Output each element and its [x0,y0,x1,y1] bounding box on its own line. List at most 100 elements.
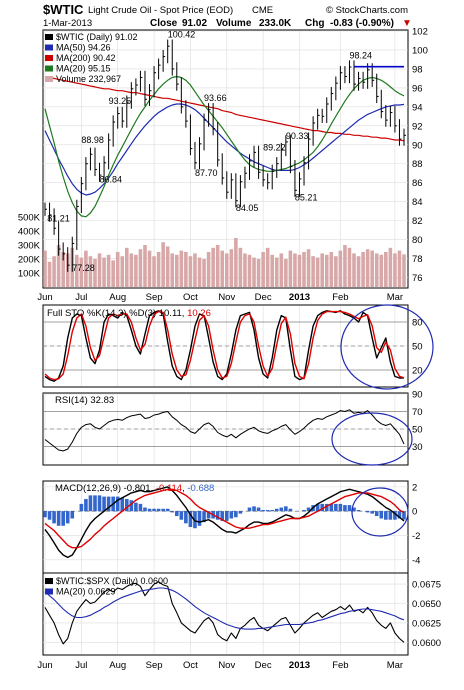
volume-bar [388,247,393,287]
volume-bar [88,256,93,287]
volume-bar [393,253,397,287]
x-axis-label: Feb [332,660,348,671]
ratio-panel [42,572,409,656]
y-tick-label: 0.0600 [412,638,441,649]
volume-tick-label: 500K [18,213,41,224]
volume-bar [302,252,306,287]
volume-bar [61,252,65,287]
macd-hist-bar [402,511,406,520]
y-tick-label: -2 [412,531,420,542]
macd-hist-bar [115,496,120,512]
chart-symbol: $WTIC [43,2,84,17]
macd-hist-bar [274,508,279,512]
volume-bar [174,254,179,287]
macd-hist-bar [302,509,306,512]
chg-label: Chg [305,18,324,29]
x-axis-label: Dec [255,292,272,303]
macd-hist-bar [220,511,225,521]
x-axis-label: Jun [37,660,52,671]
volume-bar [120,256,125,287]
legend-swatch [45,76,53,82]
macd-hist-bar [202,511,206,523]
price-annotation: 100.42 [168,30,196,40]
volume-tick-label: 100K [18,269,41,280]
macd-hist-bar [52,511,56,524]
x-axis-label: Feb [332,292,348,303]
macd-hist-bar [156,508,161,512]
macd-hist-bar [279,507,284,512]
close-value: 91.02 [182,18,207,29]
rsi-title: RSI(14) 32.83 [55,395,114,406]
price-annotation: 98.24 [349,50,372,60]
macd-hist-bar [388,511,393,520]
y-tick-label: 100 [412,45,428,56]
volume-bar [93,259,97,287]
macd-hist-bar [288,508,293,512]
macd-hist-bar [197,511,202,526]
y-tick-label: 90 [412,390,423,401]
stoch-title-d: 10.26 [187,308,211,319]
macd-hist-bar [224,511,229,521]
macd-hist-bar [184,511,188,524]
volume-bar [125,247,129,287]
macd-hist-bar [343,505,347,512]
volume-bar [261,252,265,287]
macd-hist-bar [61,511,65,526]
x-axis-label: 2013 [289,660,310,671]
macd-hist-bar [134,502,138,512]
y-tick-label: 86 [412,178,423,189]
macd-hist-bar [97,495,102,512]
ratio-MA(20) [44,587,405,630]
y-tick-label: -4 [412,555,420,566]
macd-title-signal: -0.114 [156,483,182,494]
y-tick-label: 0.0675 [412,580,441,591]
macd-hist-bar [47,511,52,520]
volume-bar [111,260,115,287]
volume-bar [165,246,170,287]
y-tick-label: 90 [412,140,423,151]
price-annotation: 93.66 [204,93,227,103]
legend-label: MA(20) 95.15 [56,64,111,74]
macd-hist-bar [334,503,338,512]
volume-bar [56,245,61,287]
macd-hist-bar [88,495,93,512]
x-axis-label: Aug [109,660,126,671]
y-tick-label: 94 [412,102,423,113]
macd-MACD [44,486,405,559]
macd-hist-bar [384,511,388,520]
macd-hist-bar [56,511,61,526]
y-tick-label: 92 [412,121,423,132]
y-tick-label: 102 [412,27,428,38]
macd-hist-bar [265,509,270,512]
y-tick-label: 80 [412,235,423,246]
rsi-RSI [44,409,405,452]
macd-hist-bar [338,503,343,512]
macd-hist-bar [306,507,311,512]
macd-hist-bar [379,511,384,519]
macd-hist-bar [106,496,111,512]
macd-hist-bar [234,511,238,518]
x-axis-label: Mar [387,292,403,303]
macd-hist-bar [174,511,179,517]
macd-hist-bar [256,507,261,512]
volume-bar [106,254,111,287]
macd-hist-bar [365,511,370,513]
macd-hist-bar [79,503,84,512]
price-annotation: 86.84 [100,175,123,185]
macd-hist-bar [65,511,70,524]
x-axis-label: Sep [146,660,163,671]
y-tick-label: 76 [412,273,423,284]
volume-bar [161,242,165,287]
volume-bars [43,238,406,287]
chg-value: -0.83 (-0.90%) [330,18,394,29]
macd-hist-bar [84,499,88,512]
macd-hist-bar [329,503,334,512]
macd-hist-bar [261,509,265,512]
price-annotation: 81.21 [47,214,70,224]
volume-tick-label: 400K [18,227,41,238]
macd-hist-bar [370,511,374,514]
volume-bar [243,253,247,287]
volume-bar [79,257,84,287]
y-tick-label: 2 [412,482,417,493]
